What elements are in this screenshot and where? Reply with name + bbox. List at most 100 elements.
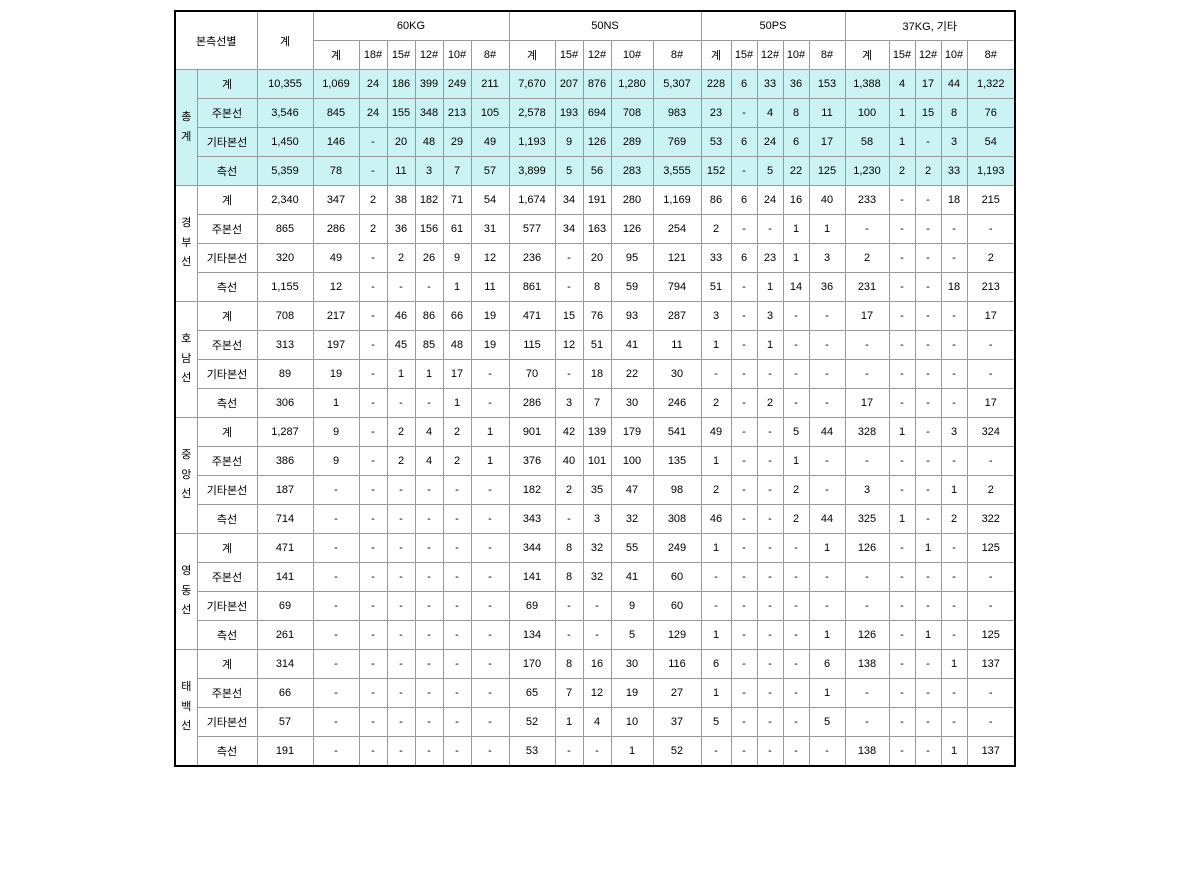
- cell: 10,355: [257, 70, 313, 99]
- cell: 22: [611, 360, 653, 389]
- cell: 246: [653, 389, 701, 418]
- cell: -: [941, 360, 967, 389]
- cell: 12: [583, 679, 611, 708]
- cell: -: [471, 534, 509, 563]
- cell: -: [359, 563, 387, 592]
- cell: -: [941, 563, 967, 592]
- cell: 249: [653, 534, 701, 563]
- cell: -: [443, 563, 471, 592]
- cell: 471: [509, 302, 555, 331]
- cell: 1: [889, 505, 915, 534]
- cell: 126: [611, 215, 653, 244]
- cell: 2: [757, 389, 783, 418]
- cell: 320: [257, 244, 313, 273]
- row-label: 측선: [197, 737, 257, 767]
- cell: -: [555, 244, 583, 273]
- cell: 1,193: [967, 157, 1015, 186]
- cell: -: [915, 505, 941, 534]
- cell: -: [471, 505, 509, 534]
- row-label: 측선: [197, 273, 257, 302]
- cell: -: [809, 737, 845, 767]
- cell: 58: [845, 128, 889, 157]
- cell: -: [757, 447, 783, 476]
- cell: 2: [701, 389, 731, 418]
- cell: 286: [313, 215, 359, 244]
- cell: 138: [845, 737, 889, 767]
- cell: 328: [845, 418, 889, 447]
- cell: 2: [941, 505, 967, 534]
- cell: -: [443, 708, 471, 737]
- cell: 306: [257, 389, 313, 418]
- cell: -: [313, 708, 359, 737]
- cell: 2: [783, 476, 809, 505]
- cell: -: [941, 708, 967, 737]
- cell: -: [387, 389, 415, 418]
- cell: 41: [611, 563, 653, 592]
- cell: -: [783, 679, 809, 708]
- cell: 376: [509, 447, 555, 476]
- cell: 191: [257, 737, 313, 767]
- cell: 126: [845, 534, 889, 563]
- sub-60-gye: 계: [313, 41, 359, 70]
- cell: -: [313, 650, 359, 679]
- cell: 1: [443, 389, 471, 418]
- cell: 1,155: [257, 273, 313, 302]
- cell: -: [471, 737, 509, 767]
- cell: 7: [443, 157, 471, 186]
- cell: 49: [313, 244, 359, 273]
- row-label: 주본선: [197, 563, 257, 592]
- cell: 193: [555, 99, 583, 128]
- cell: -: [415, 650, 443, 679]
- cell: -: [583, 592, 611, 621]
- cell: 163: [583, 215, 611, 244]
- cell: 61: [443, 215, 471, 244]
- cell: 18: [941, 186, 967, 215]
- cell: -: [359, 737, 387, 767]
- cell: -: [387, 534, 415, 563]
- cell: 1: [783, 244, 809, 273]
- cell: 19: [313, 360, 359, 389]
- cell: 9: [611, 592, 653, 621]
- cell: 1: [915, 534, 941, 563]
- cell: -: [757, 418, 783, 447]
- cell: -: [783, 302, 809, 331]
- cell: 5: [611, 621, 653, 650]
- cell: 191: [583, 186, 611, 215]
- cell: 19: [611, 679, 653, 708]
- cell: -: [387, 708, 415, 737]
- cell: 51: [701, 273, 731, 302]
- cell: 6: [809, 650, 845, 679]
- cell: 344: [509, 534, 555, 563]
- cell: -: [915, 708, 941, 737]
- table-row: 기타본선8919-1117-70-182230----------: [175, 360, 1015, 389]
- cell: 865: [257, 215, 313, 244]
- cell: 3: [415, 157, 443, 186]
- cell: 3: [555, 389, 583, 418]
- cell: 170: [509, 650, 555, 679]
- cell: 6: [731, 70, 757, 99]
- cell: -: [941, 621, 967, 650]
- cell: 1: [889, 99, 915, 128]
- cell: -: [387, 621, 415, 650]
- cell: 1: [701, 621, 731, 650]
- cell: -: [731, 360, 757, 389]
- cell: 1: [941, 476, 967, 505]
- row-label: 주본선: [197, 331, 257, 360]
- cell: -: [731, 621, 757, 650]
- cell: -: [809, 302, 845, 331]
- cell: 2: [889, 157, 915, 186]
- cell: -: [731, 157, 757, 186]
- cell: 3: [941, 128, 967, 157]
- cell: 17: [915, 70, 941, 99]
- cell: 541: [653, 418, 701, 447]
- cell: -: [387, 679, 415, 708]
- cell: 1,287: [257, 418, 313, 447]
- cell: -: [889, 302, 915, 331]
- cell: 2: [701, 476, 731, 505]
- cell: 53: [509, 737, 555, 767]
- cell: 121: [653, 244, 701, 273]
- cell: 8: [941, 99, 967, 128]
- cell: 100: [845, 99, 889, 128]
- table-row: 주본선3,546845241553482131052,5781936947089…: [175, 99, 1015, 128]
- row-label: 측선: [197, 389, 257, 418]
